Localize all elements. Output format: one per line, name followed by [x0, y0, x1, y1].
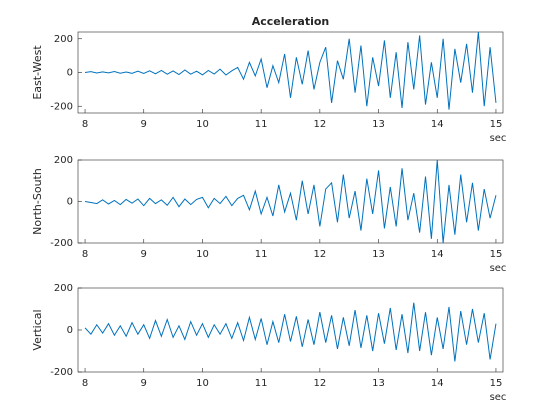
x-axis-label: sec	[490, 133, 507, 144]
x-tick-label: 10	[196, 119, 209, 130]
y-tick-label: -200	[50, 238, 73, 249]
y-tick-label: 200	[54, 155, 73, 166]
y-tick-label: -200	[50, 101, 73, 112]
x-tick-label: 14	[431, 378, 444, 389]
x-tick-label: 8	[82, 119, 88, 130]
x-axis-label: sec	[490, 263, 507, 274]
y-axis-label: North-South	[31, 168, 44, 235]
x-tick-label: 10	[196, 378, 209, 389]
axes-box	[77, 159, 504, 244]
x-tick-label: 12	[313, 249, 326, 260]
x-tick-label: 9	[141, 249, 147, 260]
y-axis-label: Vertical	[31, 309, 44, 350]
axes-box	[77, 31, 504, 114]
x-tick-label: 10	[196, 249, 209, 260]
line	[84, 31, 497, 110]
chart-title: Acceleration	[252, 15, 330, 28]
x-tick-label: 13	[372, 249, 385, 260]
line	[84, 302, 497, 362]
x-tick-label: 9	[141, 119, 147, 130]
x-tick-label: 11	[255, 378, 268, 389]
y-tick-label: 0	[67, 68, 73, 79]
y-tick-label: 0	[67, 325, 73, 336]
x-tick-label: 13	[372, 119, 385, 130]
y-tick-label: -200	[50, 367, 73, 378]
y-tick-label: 200	[54, 283, 73, 294]
x-tick-label: 14	[431, 119, 444, 130]
x-tick-label: 15	[490, 119, 503, 130]
x-tick-label: 11	[255, 249, 268, 260]
y-tick-label: 200	[54, 34, 73, 45]
x-tick-label: 11	[255, 119, 268, 130]
x-axis-label: sec	[490, 392, 507, 403]
x-tick-label: 12	[313, 378, 326, 389]
axes-box	[77, 287, 504, 373]
x-tick-label: 9	[141, 378, 147, 389]
x-tick-label: 8	[82, 249, 88, 260]
x-tick-label: 13	[372, 378, 385, 389]
line	[84, 159, 497, 244]
x-tick-label: 15	[490, 249, 503, 260]
x-tick-label: 15	[490, 378, 503, 389]
y-tick-label: 0	[67, 197, 73, 208]
x-tick-label: 8	[82, 378, 88, 389]
y-axis-label: East-West	[31, 45, 44, 100]
x-tick-label: 12	[313, 119, 326, 130]
x-tick-label: 14	[431, 249, 444, 260]
